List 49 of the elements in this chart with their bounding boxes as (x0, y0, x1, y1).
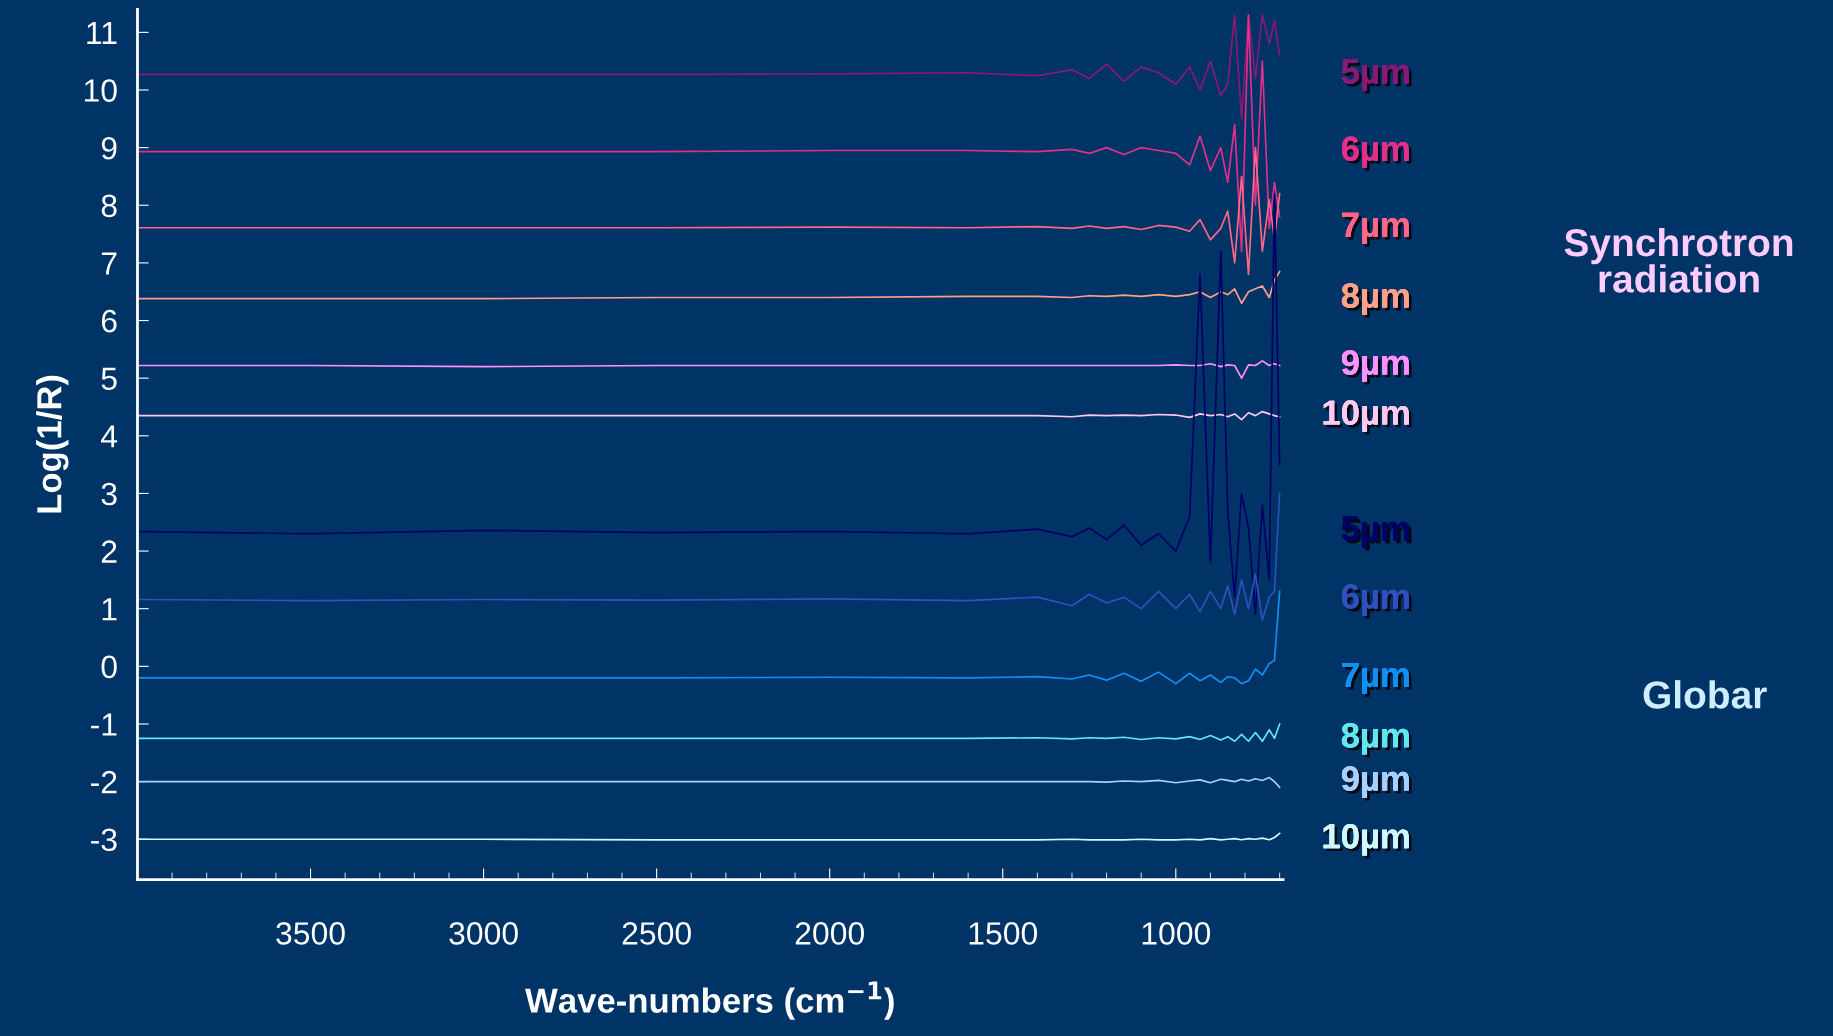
y-tick-label: 6 (101, 309, 117, 333)
line-series (137, 14, 1281, 253)
x-tick-label: 2500 (622, 922, 691, 945)
series-label: 7µm (1342, 662, 1412, 697)
y-tick-label: 8 (101, 194, 117, 218)
y-tick-label: 4 (101, 425, 118, 448)
y-tick-label: 10 (84, 79, 117, 102)
series-label: 8µm (1341, 283, 1412, 318)
y-tick-label: 0 (101, 655, 117, 679)
x-tick-label: 3500 (276, 922, 345, 945)
text: 5µm (1341, 516, 1412, 551)
line-series (137, 270, 1281, 305)
line-series (137, 360, 1281, 380)
series-label: 6µm (1341, 584, 1412, 619)
line-series (137, 14, 1281, 120)
x-axis-title: Wave-numbers (cm$^{−1}$) (525, 981, 894, 1020)
text: Synchrotron radiation (1564, 227, 1793, 293)
line-series (137, 146, 1281, 276)
series-label: 10µm (1323, 823, 1412, 859)
x-tick-label: 2000 (795, 922, 864, 945)
series-label: 6µm (1341, 136, 1412, 171)
series-label: 8µm (1341, 723, 1412, 758)
line-series (137, 192, 1281, 616)
y-tick-label: 3 (101, 482, 117, 506)
series-label: 7µm (1342, 212, 1412, 247)
line-series (137, 590, 1281, 685)
y-tick-label: 9 (101, 136, 117, 160)
y-tick-label: 2 (101, 540, 117, 563)
y-axis-title: Log(1/R) (36, 375, 69, 513)
series-label: 5µm (1341, 59, 1412, 94)
x-tick-label: 3000 (449, 922, 518, 945)
y-tick-label: 7 (101, 252, 117, 275)
y-tick-label: -1 (91, 713, 117, 736)
line-series (137, 776, 1281, 789)
line-series (137, 723, 1281, 743)
y-tick-label: 5 (101, 367, 117, 391)
series-label: 9µm (1341, 350, 1412, 385)
line-series (137, 492, 1281, 622)
line-series (137, 410, 1281, 421)
y-tick-label: -3 (91, 828, 117, 852)
series-label: 9µm (1341, 766, 1412, 801)
x-tick-label: 1500 (969, 922, 1038, 945)
y-tick-label: 11 (87, 21, 117, 44)
x-tick-label: 1000 (1142, 922, 1211, 945)
y-tick-label: 1 (102, 598, 117, 621)
y-tick-label: -2 (91, 770, 117, 794)
line-series (137, 832, 1281, 841)
text: Globar (1643, 680, 1767, 709)
series-label: 10µm (1323, 400, 1412, 435)
